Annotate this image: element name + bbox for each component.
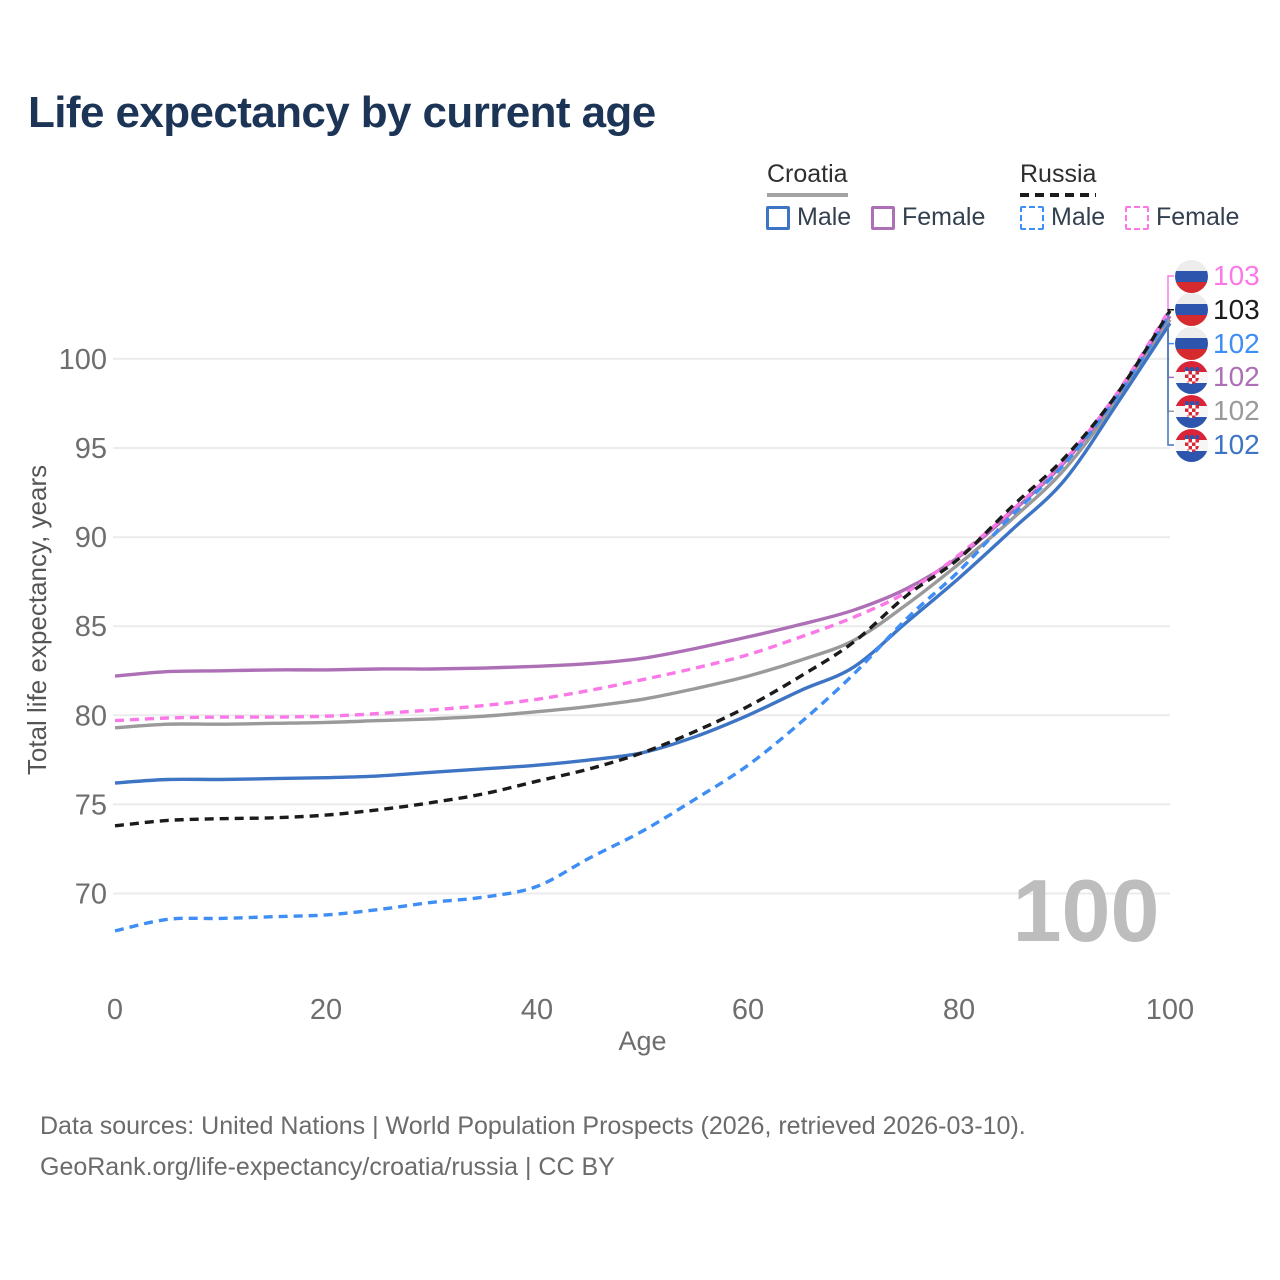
russia-flag-icon	[1175, 327, 1208, 361]
end-value-croatia-male: 102	[1213, 429, 1260, 460]
series-line-russia[interactable]	[114, 309, 1172, 828]
series-line-croatia[interactable]	[114, 318, 1172, 730]
y-tick-label-85: 85	[75, 611, 107, 643]
y-tick-label-100: 100	[59, 344, 107, 376]
y-tick-label-80: 80	[75, 700, 107, 732]
end-label-leader-hr	[1167, 319, 1174, 412]
hover-age-watermark: 100	[1013, 861, 1160, 960]
russia-flag-icon	[1175, 293, 1208, 327]
end-value-russia-male: 102	[1213, 327, 1260, 359]
croatia-female-color-swatch	[871, 205, 895, 230]
series-line-croatia-female[interactable]	[114, 315, 1172, 678]
x-tick-label-40: 40	[521, 994, 553, 1026]
legend-label-croatia-male: Male	[797, 203, 852, 231]
legend-group-russia-label: Russia	[1020, 160, 1097, 188]
end-value-russia-female: 103	[1213, 260, 1260, 291]
series-line-russia-male[interactable]	[114, 313, 1172, 933]
series-line-russia-female[interactable]	[114, 308, 1172, 723]
y-tick-label-75: 75	[75, 789, 107, 821]
x-tick-label-80: 80	[943, 994, 975, 1026]
end-value-croatia-female: 102	[1213, 361, 1260, 393]
x-tick-label-60: 60	[732, 994, 764, 1026]
end-value-croatia: 102	[1213, 395, 1260, 427]
end-label-leader-ru	[1167, 309, 1174, 311]
legend-label-croatia-female: Female	[902, 203, 986, 231]
legend-label-russia-male: Male	[1051, 203, 1106, 231]
chart-title: Life expectancy by current age	[28, 88, 656, 137]
x-tick-label-20: 20	[310, 994, 342, 1026]
end-value-russia: 103	[1213, 293, 1260, 325]
croatia-flag-icon	[1175, 360, 1208, 394]
legend-group-croatia-label: Croatia	[767, 160, 848, 188]
y-tick-label-95: 95	[75, 433, 107, 465]
legend-item-croatia-female[interactable]: Female	[871, 203, 985, 232]
russia-female-color-swatch	[1125, 205, 1149, 230]
russia-dashed-line-swatch	[1020, 193, 1097, 197]
croatia-flag-icon	[1175, 428, 1208, 462]
legend-item-russia-female[interactable]: Female	[1125, 203, 1239, 232]
y-axis-title: Total life expectancy, years	[22, 465, 52, 775]
x-axis-title: Age	[618, 1026, 666, 1056]
croatia-male-color-swatch	[766, 205, 790, 230]
russia-male-color-swatch	[1020, 205, 1044, 230]
russia-flag-icon	[1175, 259, 1208, 293]
legend-group-russia[interactable]: Russia	[1020, 160, 1097, 197]
footer-data-sources: Data sources: United Nations | World Pop…	[40, 1112, 1026, 1140]
legend-item-russia-male[interactable]: Male	[1020, 203, 1105, 232]
y-tick-label-70: 70	[75, 879, 107, 911]
x-tick-label-100: 100	[1146, 994, 1194, 1026]
end-label-leader-ru	[1167, 275, 1174, 309]
end-label-leader-hr	[1167, 323, 1174, 446]
legend-label-russia-female: Female	[1156, 203, 1240, 231]
legend-group-croatia[interactable]: Croatia	[767, 160, 848, 197]
y-tick-label-90: 90	[75, 522, 107, 554]
series-line-croatia-male[interactable]	[114, 322, 1172, 785]
croatia-solid-line-swatch	[767, 193, 848, 197]
croatia-flag-icon	[1175, 394, 1208, 428]
legend-item-croatia-male[interactable]: Male	[766, 203, 851, 232]
footer-credit-url: GeoRank.org/life-expectancy/croatia/russ…	[40, 1153, 615, 1181]
chart-footer: Data sources: United Nations | World Pop…	[40, 1106, 1026, 1188]
x-tick-label-0: 0	[107, 994, 123, 1026]
